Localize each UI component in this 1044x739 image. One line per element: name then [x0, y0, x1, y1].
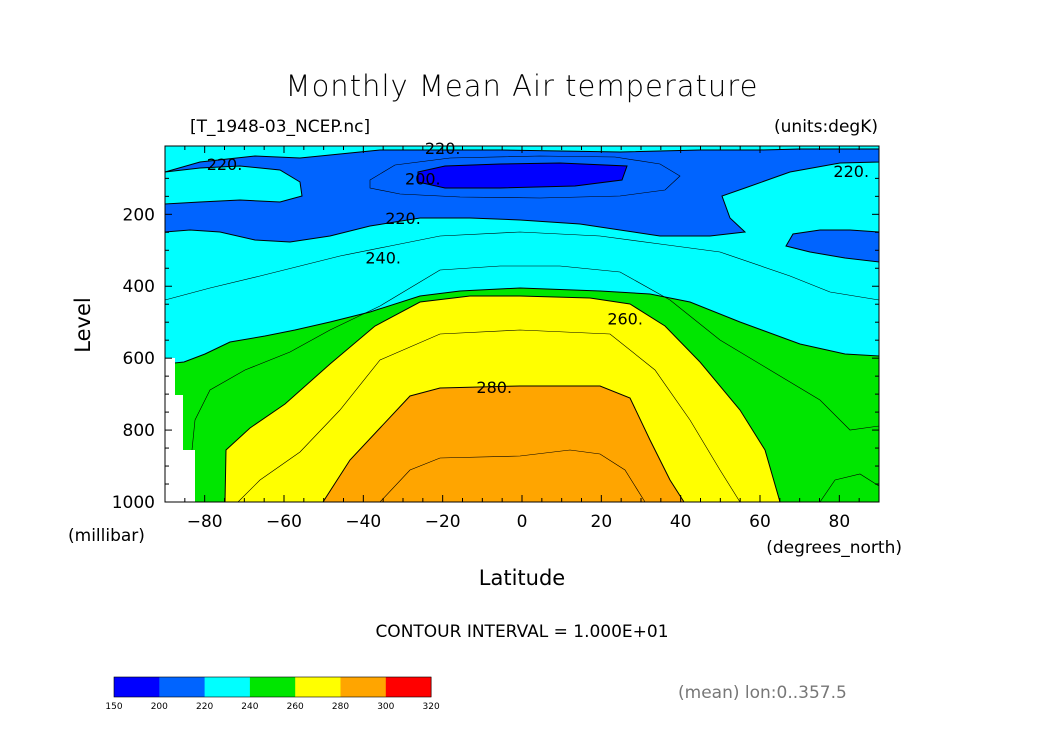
colorbar-swatch — [204, 677, 251, 697]
missing-data-strip-3 — [183, 450, 195, 502]
x-tick-label: 0 — [517, 512, 528, 532]
contour-270 — [237, 329, 741, 503]
footnote-mean-lon: (mean) lon:0..357.5 — [678, 683, 847, 703]
contour-230 — [164, 231, 880, 301]
colorbar-level-label: 280 — [332, 702, 349, 712]
colorbar-level-label: 320 — [423, 702, 440, 712]
chart-title: Monthly Mean Air temperature — [286, 69, 759, 103]
colorbar-frame — [113, 676, 432, 698]
contour-210 — [369, 155, 681, 199]
colorbar-swatch — [159, 677, 205, 697]
colorbar-swatch — [295, 677, 341, 697]
colorbar-level-label: 150 — [105, 702, 122, 712]
contour-label: 200. — [405, 169, 441, 188]
missing-data-strip-2 — [175, 395, 183, 502]
y-units-label: (millibar) — [68, 526, 145, 546]
x-tick-label: −20 — [425, 512, 461, 532]
colorbar-level-label: 240 — [241, 702, 258, 712]
contour-250 — [189, 265, 880, 471]
contour-plot-area — [164, 145, 880, 503]
contour-label: 260. — [607, 310, 643, 329]
x-axis-label: Latitude — [479, 566, 565, 590]
colorbar: 150 200 220 240 260 280 300 320 — [105, 676, 440, 712]
contour-labels: 220. 220. 200. 220. 220. 240. 260. 280. — [207, 139, 869, 397]
region-280-300 — [322, 385, 685, 503]
contour-250-nh-edge — [819, 473, 880, 503]
axis-ticks: −80 −60 −40 −20 0 20 40 60 80 200 400 600 800 1000 — [112, 146, 880, 532]
y-tick-label: 1000 — [112, 493, 155, 513]
contour-label: 220. — [833, 162, 869, 181]
contour-label: 220. — [385, 209, 421, 228]
x-tick-label: −60 — [266, 512, 302, 532]
region-200-220-nh — [785, 229, 880, 263]
contour-label: 220. — [207, 155, 243, 174]
x-tick-label: 60 — [749, 512, 771, 532]
contour-label: 240. — [365, 248, 401, 267]
file-label: [T_1948-03_NCEP.nc] — [190, 117, 370, 137]
colorbar-level-label: 300 — [377, 702, 394, 712]
y-axis-label: Level — [71, 297, 95, 352]
contour-label: 280. — [476, 378, 512, 397]
x-tick-label: 40 — [670, 512, 692, 532]
x-tick-label: 20 — [591, 512, 613, 532]
y-tick-label: 400 — [123, 277, 155, 297]
contour-interval-text: CONTOUR INTERVAL = 1.000E+01 — [375, 622, 668, 642]
x-tick-label: 80 — [829, 512, 851, 532]
x-tick-label: −40 — [345, 512, 381, 532]
colorbar-level-label: 200 — [151, 702, 168, 712]
colorbar-level-label: 260 — [287, 702, 304, 712]
region-150-200 — [417, 162, 628, 189]
colorbar-swatch — [340, 677, 387, 697]
units-label: (units:degK) — [774, 117, 878, 137]
region-200-220-top — [164, 148, 880, 243]
contour-290 — [379, 449, 646, 503]
region-220-240-pocket-sh — [164, 165, 303, 205]
x-units-label: (degrees_north) — [766, 538, 902, 558]
y-tick-label: 200 — [123, 205, 155, 225]
colorbar-swatch — [114, 677, 160, 697]
y-tick-label: 600 — [123, 349, 155, 369]
colorbar-swatch — [385, 677, 432, 697]
colorbar-swatch — [249, 677, 296, 697]
colorbar-level-label: 220 — [196, 702, 213, 712]
contour-label: 220. — [425, 139, 461, 158]
x-tick-label: −80 — [187, 512, 223, 532]
y-tick-label: 800 — [123, 421, 155, 441]
